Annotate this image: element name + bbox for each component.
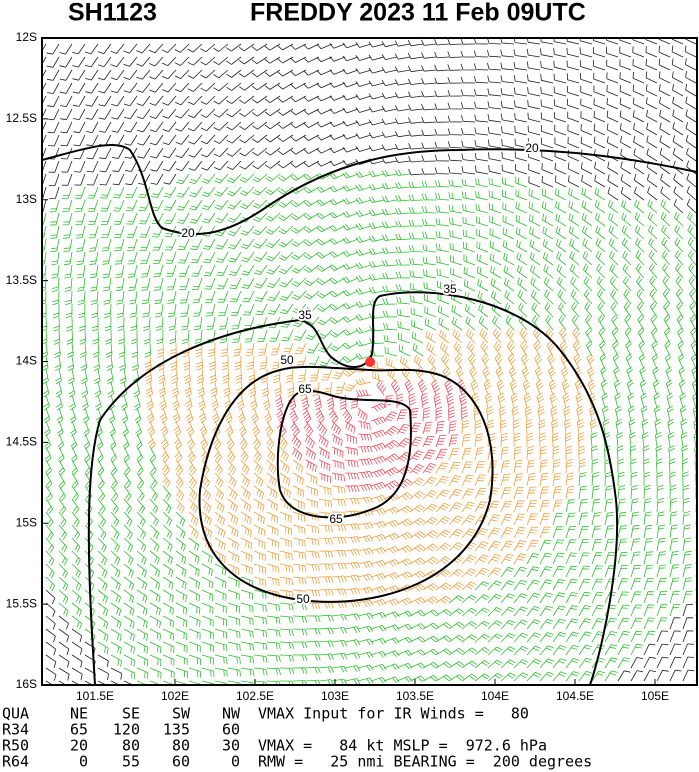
table-cell: 65 xyxy=(70,721,88,739)
lat-label: 15S xyxy=(16,515,37,529)
lat-label: 16S xyxy=(16,677,37,691)
table-cell: R50 xyxy=(2,737,29,755)
storm-center xyxy=(365,357,375,367)
contour-label: 35 xyxy=(443,282,457,296)
contour-label: 65 xyxy=(329,512,343,526)
table-cell: NE xyxy=(70,705,88,723)
table-cell: 30 xyxy=(222,737,240,755)
lon-label: 103E xyxy=(321,689,349,703)
lat-label: 15.5S xyxy=(6,596,37,610)
table-cell: 60 xyxy=(222,721,240,739)
table-cell: SE xyxy=(122,705,140,723)
contour-35 xyxy=(87,291,619,685)
lon-label: 101.5E xyxy=(76,689,114,703)
contour-label: 50 xyxy=(280,353,294,367)
table-cell: 80 xyxy=(122,737,140,755)
contour-label: 20 xyxy=(181,226,195,240)
table-cell: QUA xyxy=(2,705,29,723)
wind-barbs xyxy=(42,38,697,685)
lon-label: 102.5E xyxy=(236,689,274,703)
table-cell: 135 xyxy=(163,721,190,739)
axes: 12S 12.5S 13S 13.5S 14S 14.5S 15S 15.5S 16S 101.5… xyxy=(6,30,669,703)
contour-65 xyxy=(276,389,412,519)
contour-label: 50 xyxy=(296,592,310,606)
info-line: RMW = 25 nmi BEARING = 200 degrees xyxy=(258,753,592,771)
barb-group xyxy=(42,169,697,685)
barb-group xyxy=(275,379,468,493)
lat-label: 13S xyxy=(16,192,37,206)
title: FREDDY 2023 11 Feb 09UTC xyxy=(250,0,586,27)
lon-label: 102E xyxy=(161,689,189,703)
storm-id: SH1123 xyxy=(68,0,157,27)
barb-group xyxy=(144,327,597,610)
contour-label: 20 xyxy=(525,141,539,155)
lon-label: 104.5E xyxy=(556,689,594,703)
lon-label: 104E xyxy=(481,689,509,703)
lon-label: 103.5E xyxy=(396,689,434,703)
table-cell: 0 xyxy=(231,753,240,771)
contour-label: 35 xyxy=(298,308,312,322)
table-cell: 60 xyxy=(172,753,190,771)
contour-labels: 20 20 35 35 50 50 65 65 xyxy=(179,139,541,608)
lon-label: 105E xyxy=(641,689,669,703)
table-cell: 120 xyxy=(113,721,140,739)
table-cell: 0 xyxy=(79,753,88,771)
lat-label: 12S xyxy=(16,30,37,44)
contour-20 xyxy=(42,143,697,236)
table-cell: 20 xyxy=(70,737,88,755)
lat-label: 14.5S xyxy=(6,435,37,449)
radii-table: QUA NE SE SW NW R34 65 120 135 60 R50 20 80 80 30 R64 0 5… xyxy=(2,705,241,771)
table-cell: R64 xyxy=(2,753,29,771)
table-cell: 80 xyxy=(172,737,190,755)
contour-50 xyxy=(198,365,494,603)
lat-label: 13.5S xyxy=(6,273,37,287)
table-cell: R34 xyxy=(2,721,29,739)
info-line: VMAX = 84 kt MSLP = 972.6 hPa xyxy=(258,737,547,755)
contour-label: 65 xyxy=(298,382,312,396)
table-cell: NW xyxy=(222,705,241,723)
contours xyxy=(42,143,697,685)
table-cell: SW xyxy=(172,705,191,723)
lat-label: 14S xyxy=(16,354,37,368)
table-cell: 55 xyxy=(122,753,140,771)
info-line: VMAX Input for IR Winds = 80 xyxy=(258,705,529,723)
lat-label: 12.5S xyxy=(6,111,37,125)
